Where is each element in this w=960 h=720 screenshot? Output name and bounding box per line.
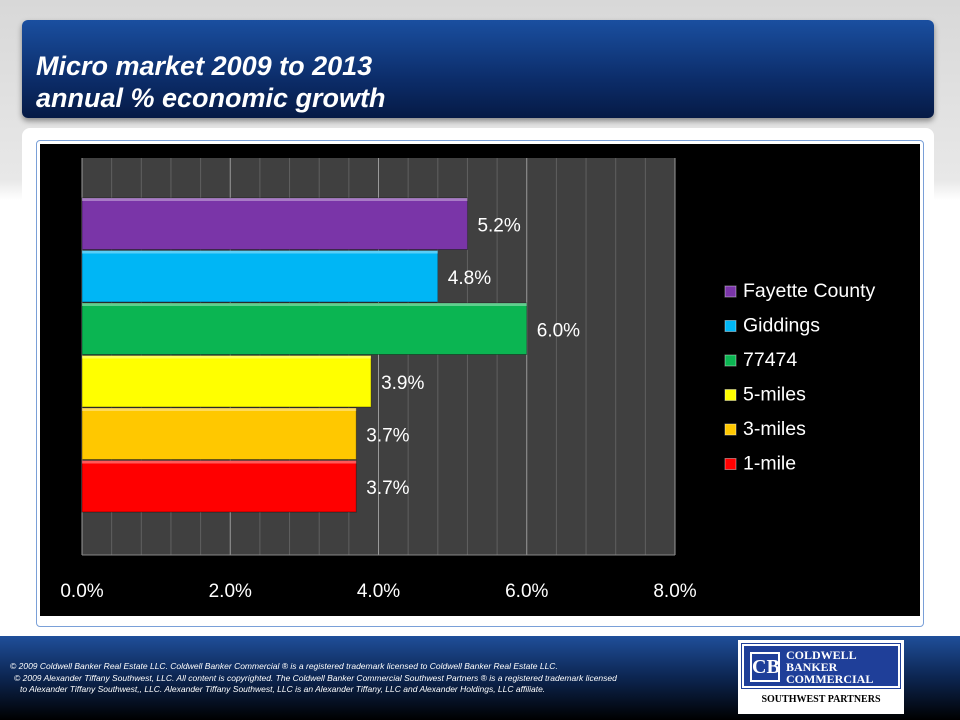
- title-line-1: Micro market 2009 to 2013: [36, 51, 373, 81]
- chart-area: 5.2% 4.8% 6.0% 3.9% 3.7% 3.7% 0.0% 2.0% 4.0% 6.0%…: [40, 144, 920, 616]
- legend-swatch: [724, 423, 737, 436]
- bar-1-mile: [81, 460, 357, 513]
- slide-title: Micro market 2009 to 2013 annual % econo…: [36, 50, 386, 114]
- x-tick-label: 6.0%: [505, 581, 548, 602]
- bar-giddings: [81, 250, 439, 303]
- logo-subtitle: SOUTHWEST PARTNERS: [761, 694, 881, 705]
- bar-highlight: [82, 250, 438, 254]
- bar-highlight: [82, 355, 372, 359]
- bar-3-miles: [81, 407, 357, 460]
- x-tick-label: 0.0%: [60, 581, 103, 602]
- bar-77474: [81, 302, 528, 355]
- copyright-line-3: to Alexander Tiffany Southwest,, LLC. Al…: [20, 684, 546, 694]
- logo-mark-icon: CB: [750, 652, 780, 682]
- legend-item: Fayette County: [743, 280, 875, 302]
- legend-swatch: [724, 285, 737, 298]
- data-label: 5.2%: [477, 215, 520, 236]
- title-line-2: annual % economic growth: [36, 83, 386, 113]
- data-label: 4.8%: [448, 268, 491, 289]
- logo-line-1: COLDWELL: [786, 648, 857, 662]
- x-tick-label: 8.0%: [653, 581, 696, 602]
- x-tick-label: 4.0%: [357, 581, 400, 602]
- logo-line-2: BANKER: [786, 660, 838, 674]
- legend-swatch: [724, 389, 737, 401]
- copyright-line-2: © 2009 Alexander Tiffany Southwest, LLC.…: [14, 673, 617, 683]
- bar-highlight: [82, 460, 357, 464]
- bar-highlight: [82, 303, 527, 306]
- legend-swatch: [724, 320, 737, 332]
- data-label: 6.0%: [537, 320, 580, 341]
- copyright-line-1: © 2009 Coldwell Banker Real Estate LLC. …: [10, 661, 558, 671]
- legend-item: 1-mile: [743, 453, 796, 475]
- legend-item: 5-miles: [743, 384, 806, 406]
- legend-item: 3-miles: [743, 418, 806, 440]
- bar-chart: 5.2% 4.8% 6.0% 3.9% 3.7% 3.7% 0.0% 2.0% 4.0% 6.0%…: [60, 158, 875, 602]
- legend-item: Giddings: [743, 315, 820, 337]
- logo-line-3: COMMERCIAL: [786, 672, 874, 686]
- bar-highlight: [82, 408, 357, 411]
- data-label: 3.7%: [366, 425, 409, 446]
- legend-swatch: [724, 458, 737, 470]
- legend-swatch: [724, 354, 737, 367]
- data-label: 3.7%: [366, 478, 409, 499]
- company-logo: CB COLDWELL BANKER COMMERCIAL SOUTHWEST …: [738, 640, 904, 714]
- title-bar: Micro market 2009 to 2013 annual % econo…: [22, 20, 934, 118]
- bar-5-miles: [81, 355, 372, 408]
- x-tick-label: 2.0%: [209, 581, 252, 602]
- bar-highlight: [82, 198, 468, 201]
- legend-item: 77474: [743, 349, 797, 371]
- bar-fayette-county: [81, 197, 468, 250]
- data-label: 3.9%: [381, 373, 424, 394]
